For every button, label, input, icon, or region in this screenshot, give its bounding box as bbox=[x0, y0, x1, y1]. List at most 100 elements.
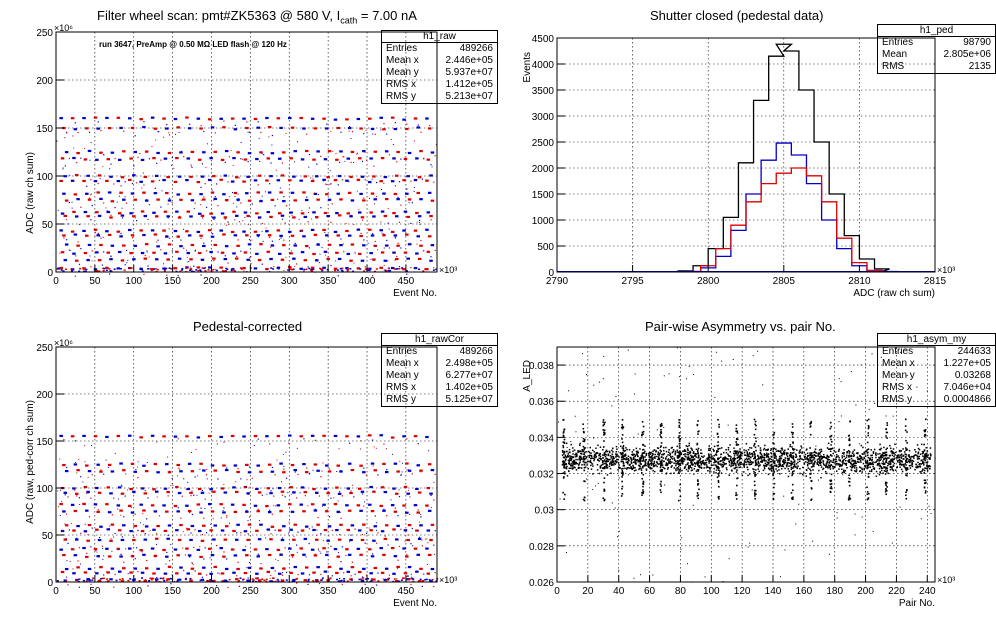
data-point bbox=[350, 566, 355, 569]
data-point bbox=[373, 150, 378, 153]
data-point bbox=[356, 504, 361, 507]
data-point bbox=[351, 484, 353, 486]
data-point bbox=[186, 249, 188, 251]
data-point bbox=[290, 191, 295, 194]
data-point bbox=[700, 466, 703, 469]
data-point bbox=[819, 459, 822, 461]
data-point bbox=[754, 454, 756, 456]
data-point bbox=[146, 462, 148, 464]
data-point bbox=[644, 459, 647, 461]
data-point bbox=[255, 487, 259, 491]
data-point bbox=[110, 244, 115, 247]
data-point bbox=[162, 267, 166, 270]
data-point bbox=[713, 458, 716, 460]
data-point bbox=[680, 453, 683, 456]
data-point bbox=[428, 450, 430, 452]
data-point bbox=[401, 462, 403, 464]
data-point bbox=[770, 470, 773, 472]
data-point bbox=[653, 460, 656, 463]
data-point bbox=[279, 553, 283, 556]
data-point bbox=[783, 461, 786, 463]
data-point bbox=[133, 470, 137, 473]
data-point bbox=[621, 424, 624, 426]
data-point bbox=[828, 466, 830, 469]
data-point bbox=[82, 267, 86, 270]
data-point bbox=[883, 466, 885, 468]
data-point bbox=[190, 268, 193, 271]
data-point bbox=[641, 460, 644, 462]
data-point bbox=[292, 268, 295, 270]
data-point bbox=[688, 442, 691, 445]
data-point bbox=[791, 446, 793, 448]
data-point bbox=[208, 229, 212, 232]
data-point bbox=[97, 511, 99, 513]
data-point bbox=[777, 461, 779, 463]
data-point bbox=[312, 252, 316, 256]
data-point bbox=[153, 127, 158, 130]
data-point bbox=[164, 268, 167, 271]
data-point bbox=[718, 469, 720, 471]
data-point bbox=[282, 471, 286, 474]
data-point bbox=[634, 460, 636, 462]
data-point bbox=[659, 466, 662, 469]
data-point bbox=[430, 523, 435, 526]
data-point bbox=[709, 471, 711, 473]
data-point bbox=[632, 458, 635, 460]
data-point bbox=[346, 570, 351, 573]
data-point bbox=[612, 464, 615, 466]
data-point bbox=[753, 445, 755, 447]
data-point bbox=[312, 211, 316, 214]
data-point bbox=[790, 462, 793, 464]
data-point bbox=[583, 431, 585, 433]
data-point bbox=[398, 265, 401, 268]
data-point bbox=[725, 451, 728, 454]
data-point bbox=[822, 467, 825, 470]
data-point bbox=[697, 465, 700, 468]
data-point bbox=[843, 462, 846, 465]
data-point bbox=[274, 474, 276, 476]
data-point bbox=[603, 498, 606, 501]
data-point bbox=[113, 497, 115, 499]
data-point bbox=[234, 490, 239, 493]
data-point bbox=[78, 263, 81, 265]
data-point bbox=[813, 457, 816, 460]
data-point bbox=[353, 223, 355, 225]
data-point bbox=[176, 554, 180, 557]
data-point bbox=[368, 434, 372, 437]
data-point bbox=[156, 245, 160, 248]
data-point bbox=[827, 467, 829, 469]
data-point bbox=[142, 233, 146, 237]
data-point bbox=[892, 452, 895, 455]
data-point bbox=[584, 461, 586, 464]
data-point bbox=[369, 529, 373, 532]
data-point bbox=[117, 498, 119, 500]
data-point bbox=[564, 454, 567, 457]
data-point bbox=[372, 490, 376, 493]
data-point bbox=[393, 234, 398, 237]
data-point bbox=[908, 454, 910, 456]
data-point bbox=[818, 455, 820, 458]
data-point bbox=[843, 470, 845, 473]
data-point bbox=[850, 463, 852, 465]
data-point bbox=[130, 234, 135, 237]
stats-row: RMS x 1.412e+05 bbox=[386, 79, 493, 90]
data-point bbox=[754, 475, 756, 477]
data-point bbox=[234, 257, 239, 260]
data-point bbox=[906, 472, 909, 475]
data-point bbox=[177, 579, 180, 581]
data-point bbox=[906, 458, 909, 460]
data-point bbox=[853, 453, 855, 455]
data-point bbox=[139, 436, 143, 439]
data-point bbox=[133, 536, 135, 539]
data-point bbox=[416, 191, 421, 195]
data-point bbox=[421, 539, 423, 541]
data-point bbox=[746, 453, 749, 455]
data-point bbox=[139, 180, 143, 183]
data-point bbox=[563, 476, 565, 478]
data-point bbox=[336, 555, 340, 558]
data-point bbox=[393, 192, 398, 196]
data-point bbox=[226, 515, 228, 517]
data-point bbox=[406, 123, 408, 125]
data-point bbox=[99, 178, 101, 180]
y-axis-label: ADC (raw, ped-corr ch sum) bbox=[25, 400, 36, 524]
